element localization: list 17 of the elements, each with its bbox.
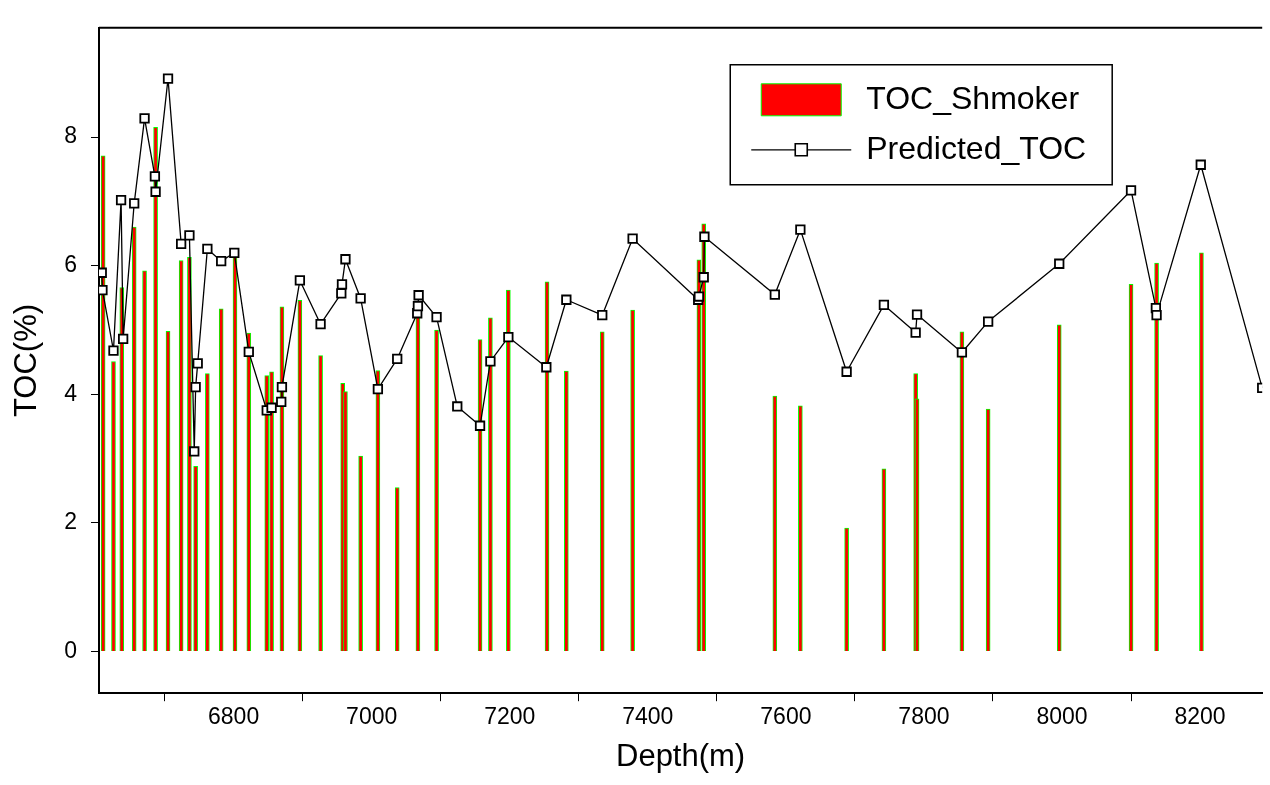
x-tick-label: 8000 <box>1036 703 1088 730</box>
y-tick-label: 2 <box>64 508 77 535</box>
x-tick-label: 7800 <box>898 703 950 730</box>
x-tick-label: 7400 <box>622 703 674 730</box>
y-tick-label: 0 <box>64 636 77 663</box>
x-tick-label: 7200 <box>484 703 536 730</box>
x-tick-label: 8200 <box>1174 703 1226 730</box>
x-tick-label: 7000 <box>346 703 398 730</box>
legend-label: TOC_Shmoker <box>866 79 1080 116</box>
x-tick-label: 6800 <box>208 703 260 730</box>
y-tick-label: 6 <box>64 251 77 278</box>
legend-label: Predicted_TOC <box>866 129 1087 166</box>
x-tick-label: 7600 <box>760 703 812 730</box>
y-tick-label: 8 <box>64 122 77 149</box>
x-axis-title: Depth(m) <box>615 737 746 773</box>
y-tick-label: 4 <box>64 379 78 406</box>
y-axis-title: TOC(%) <box>8 303 44 418</box>
